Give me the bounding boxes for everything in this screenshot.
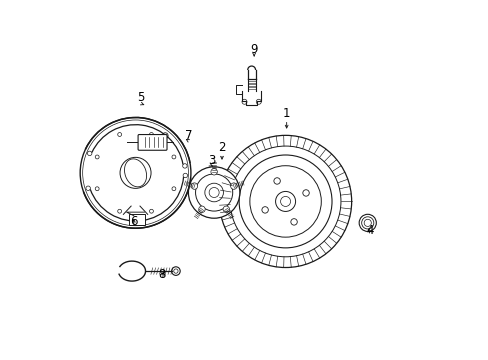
- Text: 2: 2: [218, 141, 225, 154]
- Text: 1: 1: [283, 107, 290, 120]
- Text: 9: 9: [250, 43, 257, 56]
- Text: 8: 8: [158, 268, 166, 281]
- Circle shape: [223, 206, 229, 212]
- Text: 7: 7: [185, 129, 192, 142]
- Circle shape: [358, 214, 376, 231]
- Circle shape: [86, 186, 90, 190]
- FancyBboxPatch shape: [129, 214, 145, 225]
- Text: 6: 6: [130, 215, 137, 228]
- Circle shape: [87, 151, 92, 156]
- Circle shape: [191, 183, 197, 189]
- Circle shape: [80, 117, 190, 228]
- Text: 4: 4: [366, 224, 373, 237]
- Circle shape: [210, 168, 217, 175]
- Circle shape: [171, 267, 180, 275]
- Circle shape: [230, 183, 237, 189]
- Text: 5: 5: [137, 91, 144, 104]
- Text: 3: 3: [208, 154, 216, 167]
- FancyBboxPatch shape: [138, 135, 167, 150]
- Circle shape: [188, 167, 240, 218]
- Circle shape: [198, 206, 205, 212]
- Circle shape: [183, 173, 187, 178]
- Circle shape: [219, 135, 351, 267]
- Circle shape: [183, 164, 187, 168]
- Circle shape: [162, 133, 168, 139]
